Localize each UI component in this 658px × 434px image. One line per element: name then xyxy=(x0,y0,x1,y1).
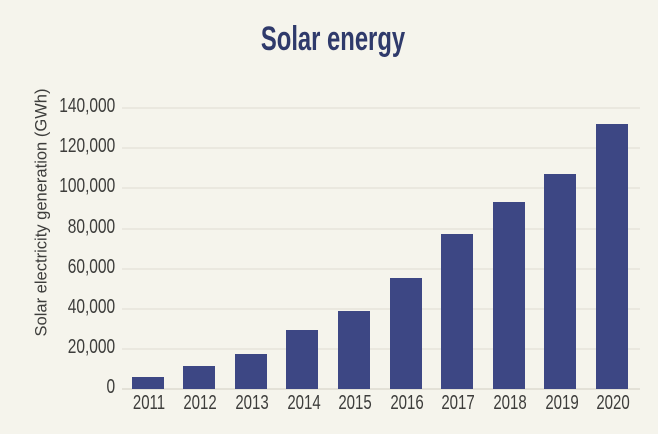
svg-text:Solar electricity generation (: Solar electricity generation (GWh) xyxy=(32,89,51,337)
